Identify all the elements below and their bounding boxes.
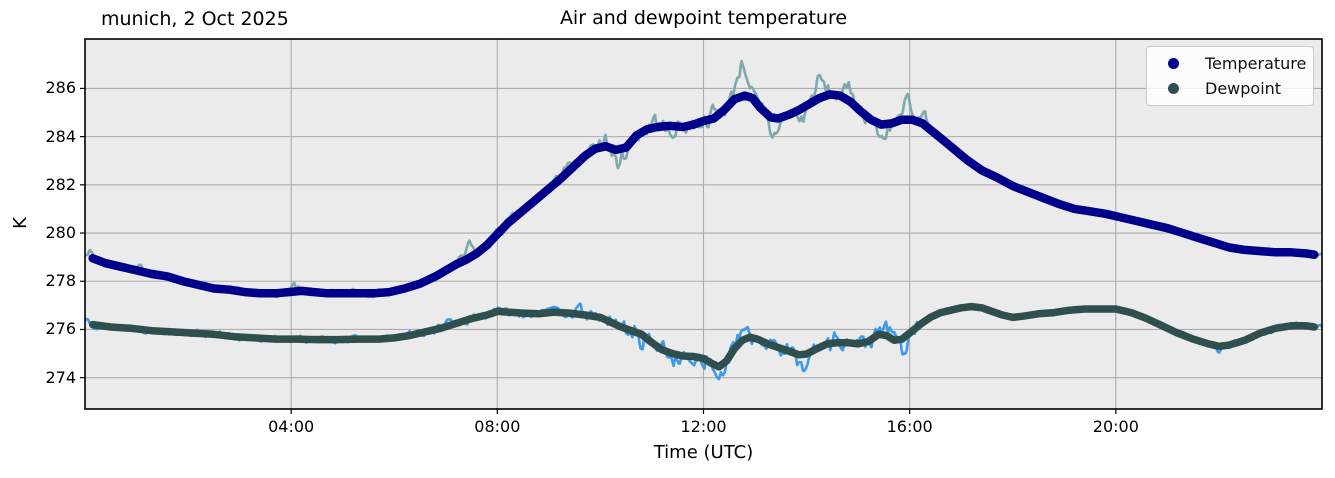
dewpoint-smoothed-line [88,302,1319,371]
y-tick-label-274: 274 [45,367,76,387]
axes-spine [84,38,1323,410]
y-tick-label-278: 278 [45,271,76,291]
x-tick-label-20:00: 20:00 [1092,417,1139,436]
dewpoint-marker-icon [1168,83,1179,94]
x-tick-label-04:00: 04:00 [268,417,315,436]
legend-label-dewpoint: Dewpoint [1205,79,1282,98]
y-tick-label-284: 284 [45,126,76,146]
y-tick-label-280: 280 [45,223,76,243]
temperature-smoothed-line [88,90,1319,298]
legend: Temperature Dewpoint [1146,46,1314,106]
station-date-annotation: munich, 2 Oct 2025 [101,8,289,30]
x-tick-label-12:00: 12:00 [680,417,727,436]
legend-item-temperature: Temperature [1147,51,1313,76]
chart-title: Air and dewpoint temperature [559,7,848,29]
y-tick-label-276: 276 [45,319,76,339]
x-tick-label-08:00: 08:00 [474,417,521,436]
y-tick-label-282: 282 [45,174,76,194]
temperature-marker-icon [1168,58,1179,69]
x-tick-label-16:00: 16:00 [886,417,933,436]
legend-label-temperature: Temperature [1205,54,1307,73]
legend-item-dewpoint: Dewpoint [1147,76,1313,101]
x-axis-label: Time (UTC) [653,442,754,463]
y-tick-label-286: 286 [45,78,76,98]
